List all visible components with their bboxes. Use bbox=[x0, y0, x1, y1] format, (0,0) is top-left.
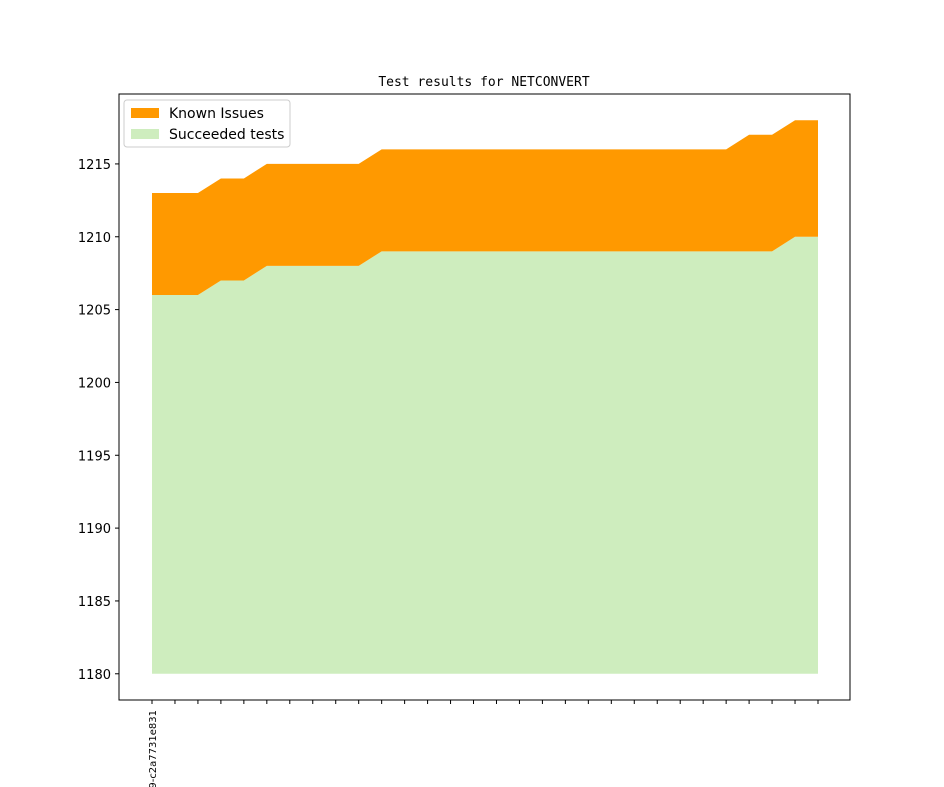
y-tick-label: 1210 bbox=[78, 231, 111, 246]
series-succeeded-tests-area bbox=[152, 236, 818, 674]
legend-entry-label: Succeeded tests bbox=[169, 127, 284, 143]
legend-swatch bbox=[131, 108, 159, 118]
legend-swatch bbox=[131, 129, 159, 139]
y-tick-label: 1180 bbox=[78, 668, 111, 683]
y-tick-label: 1190 bbox=[78, 522, 111, 537]
y-tick-label: 1200 bbox=[78, 376, 111, 391]
series-known-issues-area bbox=[152, 120, 818, 296]
y-tick-label: 1195 bbox=[78, 449, 111, 464]
y-tick-label: 1215 bbox=[78, 158, 111, 173]
axes: 1180 1185 1190 1195 1200 1205 1210 1215 9-c2a773… bbox=[78, 93, 851, 787]
plot-area bbox=[119, 94, 850, 700]
y-tick-label: 1205 bbox=[78, 304, 111, 319]
y-tick-label: 1185 bbox=[78, 595, 111, 610]
x-tick-label: 9-c2a7731e831 bbox=[148, 710, 159, 787]
chart-title: Test results for NETCONVERT bbox=[378, 75, 589, 90]
legend-entry-label: Known Issues bbox=[169, 106, 264, 122]
legend: Known Issues Succeeded tests bbox=[123, 99, 291, 148]
axes-frame bbox=[118, 93, 851, 701]
legend-box bbox=[123, 99, 291, 148]
